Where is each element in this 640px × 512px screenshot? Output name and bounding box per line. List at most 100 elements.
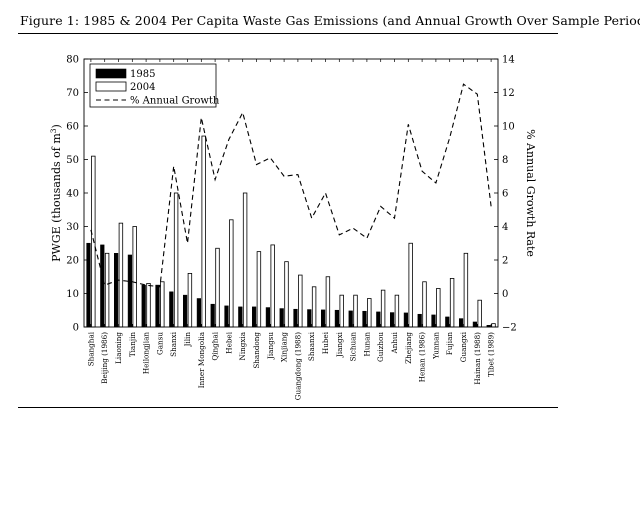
x-tick-label: Shanxi — [169, 331, 178, 357]
legend-swatch-2004 — [95, 81, 127, 92]
bar-1985 — [224, 305, 229, 328]
y-tick-label: 70 — [66, 88, 79, 99]
bar-1985 — [472, 321, 478, 328]
bar-2004 — [256, 251, 262, 328]
y-axis-label: PWGE (thousands of m3) — [49, 124, 63, 262]
x-tick-label: Ningxia — [238, 331, 247, 360]
y2-tick-label: 6 — [502, 189, 508, 200]
bar-1985 — [183, 294, 188, 328]
bar-2004 — [215, 247, 220, 328]
x-tick-label: Anhui — [390, 331, 399, 354]
y-tick-label: 50 — [66, 155, 79, 166]
bar-2004 — [394, 294, 400, 328]
y-tick-label: 10 — [66, 289, 79, 300]
bar-2004 — [422, 281, 427, 328]
bar-2004 — [104, 252, 110, 328]
y2-tick-label: −2 — [502, 323, 517, 334]
bar-1985 — [114, 253, 119, 328]
bar-1985 — [238, 306, 243, 328]
legend-label-2004: 2004 — [130, 82, 155, 93]
x-tick-label: Fujian — [445, 332, 454, 355]
legend: 1985 2004 % Annual Growth — [89, 63, 220, 108]
bar-2004 — [270, 244, 275, 328]
x-tick-label: Shanghai — [86, 331, 95, 366]
x-tick-label: Beijing (1986) — [100, 332, 109, 384]
legend-swatch-1985 — [95, 68, 127, 79]
x-tick-label: Hunan — [362, 332, 371, 357]
y2-tick-label: 8 — [502, 155, 508, 166]
title-rule — [18, 33, 558, 34]
bar-1985 — [169, 291, 174, 328]
x-tick-label: Jiangsu — [266, 332, 275, 360]
x-tick-label: Sichuan — [349, 332, 358, 362]
bar-2004 — [408, 242, 413, 328]
bar-1985 — [155, 284, 160, 328]
bar-2004 — [284, 261, 289, 328]
bottom-rule — [18, 407, 558, 408]
bar-2004 — [298, 274, 303, 328]
x-tick-label: Hainan (1988) — [473, 332, 482, 385]
bar-1985 — [196, 298, 202, 328]
bar-1985 — [210, 303, 215, 328]
bar-1985 — [293, 308, 298, 328]
bar-2004 — [380, 289, 386, 328]
bar-2004 — [146, 283, 151, 328]
y-tick-label: 20 — [66, 256, 79, 267]
bar-1985 — [389, 312, 395, 328]
x-tick-label: Qinghai — [211, 331, 220, 360]
right-axis: −2 0 2 4 6 8 10 12 14 — [494, 55, 517, 334]
x-tick-label: Xinjiang — [280, 332, 289, 362]
bar-1985 — [100, 244, 105, 328]
bar-2004 — [118, 222, 124, 328]
bar-1985 — [279, 308, 284, 328]
y-tick-label: 60 — [66, 122, 79, 133]
bars-layer — [86, 135, 496, 328]
bar-2004 — [311, 286, 317, 328]
y2-axis-label: % Annual Growth Rate — [524, 129, 537, 257]
x-tick-label: Jilin — [183, 332, 192, 348]
bar-1985 — [141, 284, 146, 328]
bar-1985 — [403, 312, 409, 328]
bar-1985 — [417, 313, 422, 328]
y-tick-label: 80 — [66, 55, 79, 66]
bar-2004 — [160, 281, 165, 328]
x-tick-label: Hebei — [224, 331, 233, 353]
bar-2004 — [242, 192, 248, 328]
bar-2004 — [477, 299, 482, 328]
bar-1985 — [127, 254, 133, 328]
x-tick-label: Shaanxi — [307, 331, 316, 361]
left-axis: 0 10 20 30 40 50 60 70 80 — [66, 55, 88, 334]
bar-2004 — [339, 294, 344, 328]
bar-2004 — [325, 276, 331, 328]
bar-1985 — [86, 242, 91, 328]
bar-2004 — [229, 219, 234, 328]
y-tick-label: 30 — [66, 222, 79, 233]
figure-title: Figure 1: 1985 & 2004 Per Capita Waste G… — [20, 13, 640, 28]
y2-tick-label: 2 — [502, 256, 508, 267]
x-axis-labels: Shanghai Beijing (1986) Liaoning Tianjin Hei… — [86, 59, 496, 400]
x-tick-label: Gansu — [155, 332, 164, 355]
bar-2004 — [491, 323, 496, 328]
y-tick-label: 40 — [66, 189, 79, 200]
bar-2004 — [173, 192, 179, 328]
x-tick-label: Liaoning — [114, 332, 123, 364]
bar-2004 — [436, 288, 441, 328]
y2-tick-label: 14 — [502, 55, 515, 66]
y2-tick-label: 0 — [502, 289, 508, 300]
x-tick-label: Tianjin — [128, 332, 137, 358]
legend-label-1985: 1985 — [130, 69, 155, 80]
x-tick-label: Guangdong (1988) — [293, 332, 302, 400]
bar-1985 — [265, 307, 271, 328]
bar-1985 — [431, 314, 436, 328]
x-tick-label: Zhejiang — [404, 332, 413, 364]
x-tick-label: Yunnan — [431, 332, 440, 360]
growth-line — [90, 83, 492, 288]
x-tick-label: Tibet (1989) — [487, 332, 496, 377]
bar-1985 — [252, 306, 257, 328]
bar-1985 — [362, 310, 367, 328]
bar-2004 — [353, 294, 358, 328]
y2-tick-label: 4 — [502, 222, 508, 233]
legend-label-growth: % Annual Growth — [130, 96, 220, 107]
y2-tick-label: 10 — [502, 122, 515, 133]
bar-1985 — [445, 316, 450, 328]
